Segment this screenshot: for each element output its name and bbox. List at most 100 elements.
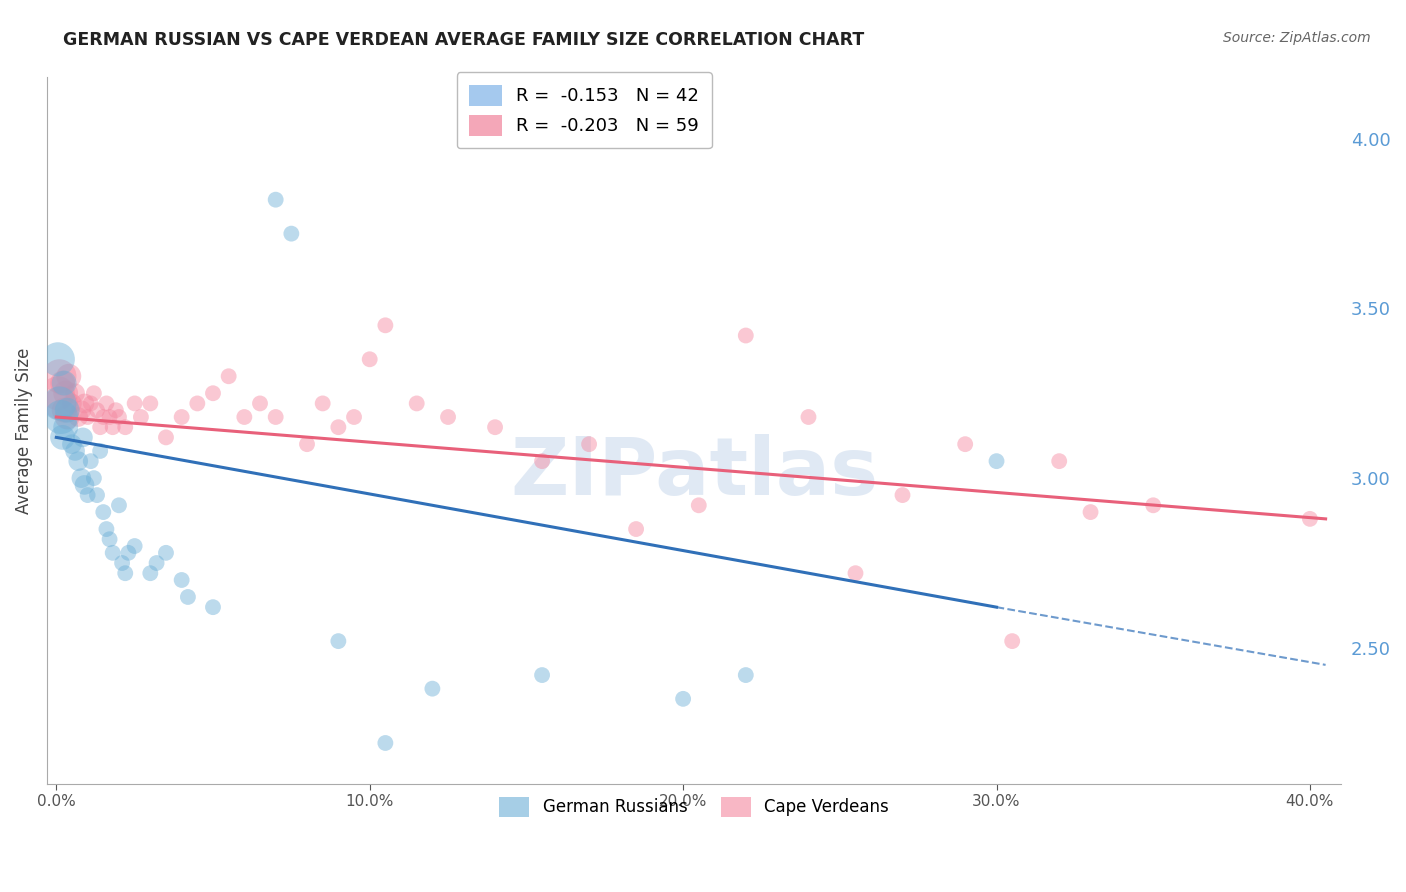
Point bbox=[672, 691, 695, 706]
Point bbox=[83, 386, 105, 401]
Point bbox=[73, 478, 96, 492]
Point bbox=[63, 444, 86, 458]
Point bbox=[60, 437, 83, 451]
Point bbox=[108, 498, 131, 512]
Point bbox=[1299, 512, 1322, 526]
Point bbox=[734, 328, 756, 343]
Point bbox=[328, 634, 350, 648]
Legend: German Russians, Cape Verdeans: German Russians, Cape Verdeans bbox=[491, 789, 897, 825]
Point bbox=[67, 454, 90, 468]
Point bbox=[114, 566, 136, 581]
Point bbox=[96, 522, 118, 536]
Point bbox=[89, 420, 111, 434]
Point bbox=[129, 409, 152, 424]
Point bbox=[155, 546, 177, 560]
Text: ZIPatlas: ZIPatlas bbox=[510, 434, 879, 512]
Point bbox=[55, 420, 77, 434]
Point bbox=[114, 420, 136, 434]
Point bbox=[1047, 454, 1070, 468]
Point bbox=[177, 590, 200, 604]
Point bbox=[139, 566, 162, 581]
Point bbox=[295, 437, 318, 451]
Point bbox=[359, 352, 381, 367]
Point bbox=[233, 409, 256, 424]
Point bbox=[797, 409, 820, 424]
Text: Source: ZipAtlas.com: Source: ZipAtlas.com bbox=[1223, 31, 1371, 45]
Point bbox=[49, 396, 72, 410]
Point bbox=[374, 318, 396, 333]
Point bbox=[56, 403, 79, 417]
Point bbox=[312, 396, 335, 410]
Point bbox=[328, 420, 350, 434]
Point bbox=[986, 454, 1008, 468]
Point bbox=[72, 430, 94, 444]
Point bbox=[108, 409, 131, 424]
Point bbox=[145, 556, 167, 570]
Point bbox=[1142, 498, 1164, 512]
Point bbox=[67, 409, 90, 424]
Point bbox=[124, 396, 146, 410]
Point bbox=[98, 409, 121, 424]
Point bbox=[117, 546, 139, 560]
Point bbox=[63, 386, 86, 401]
Point bbox=[46, 386, 69, 401]
Point bbox=[58, 369, 80, 384]
Point bbox=[46, 352, 69, 367]
Point bbox=[405, 396, 427, 410]
Point bbox=[70, 471, 93, 485]
Point bbox=[531, 668, 554, 682]
Point bbox=[89, 444, 111, 458]
Point bbox=[264, 409, 287, 424]
Point bbox=[624, 522, 647, 536]
Point bbox=[186, 396, 208, 410]
Point bbox=[280, 227, 302, 241]
Point bbox=[80, 396, 103, 410]
Point bbox=[343, 409, 366, 424]
Point bbox=[98, 533, 121, 547]
Point bbox=[73, 396, 96, 410]
Point bbox=[891, 488, 914, 502]
Point bbox=[1080, 505, 1102, 519]
Point bbox=[48, 369, 70, 384]
Point bbox=[734, 668, 756, 682]
Point bbox=[437, 409, 460, 424]
Point bbox=[484, 420, 506, 434]
Point bbox=[688, 498, 710, 512]
Point bbox=[264, 193, 287, 207]
Point bbox=[49, 409, 72, 424]
Point bbox=[844, 566, 866, 581]
Point bbox=[86, 488, 108, 502]
Point bbox=[531, 454, 554, 468]
Point bbox=[76, 409, 98, 424]
Point bbox=[60, 396, 83, 410]
Point bbox=[91, 505, 114, 519]
Point bbox=[55, 386, 77, 401]
Y-axis label: Average Family Size: Average Family Size bbox=[15, 347, 32, 514]
Point bbox=[170, 573, 193, 587]
Point bbox=[170, 409, 193, 424]
Point bbox=[53, 403, 76, 417]
Point bbox=[91, 409, 114, 424]
Point bbox=[111, 556, 134, 570]
Point bbox=[51, 376, 73, 390]
Point bbox=[56, 409, 79, 424]
Point bbox=[218, 369, 240, 384]
Point bbox=[953, 437, 976, 451]
Point bbox=[53, 376, 76, 390]
Point bbox=[86, 403, 108, 417]
Point bbox=[578, 437, 600, 451]
Point bbox=[124, 539, 146, 553]
Point bbox=[101, 546, 124, 560]
Point bbox=[101, 420, 124, 434]
Point bbox=[70, 403, 93, 417]
Point bbox=[139, 396, 162, 410]
Point bbox=[201, 600, 224, 615]
Text: GERMAN RUSSIAN VS CAPE VERDEAN AVERAGE FAMILY SIZE CORRELATION CHART: GERMAN RUSSIAN VS CAPE VERDEAN AVERAGE F… bbox=[63, 31, 865, 49]
Point bbox=[201, 386, 224, 401]
Point bbox=[80, 454, 103, 468]
Point bbox=[96, 396, 118, 410]
Point bbox=[51, 430, 73, 444]
Point bbox=[48, 396, 70, 410]
Point bbox=[249, 396, 271, 410]
Point bbox=[83, 471, 105, 485]
